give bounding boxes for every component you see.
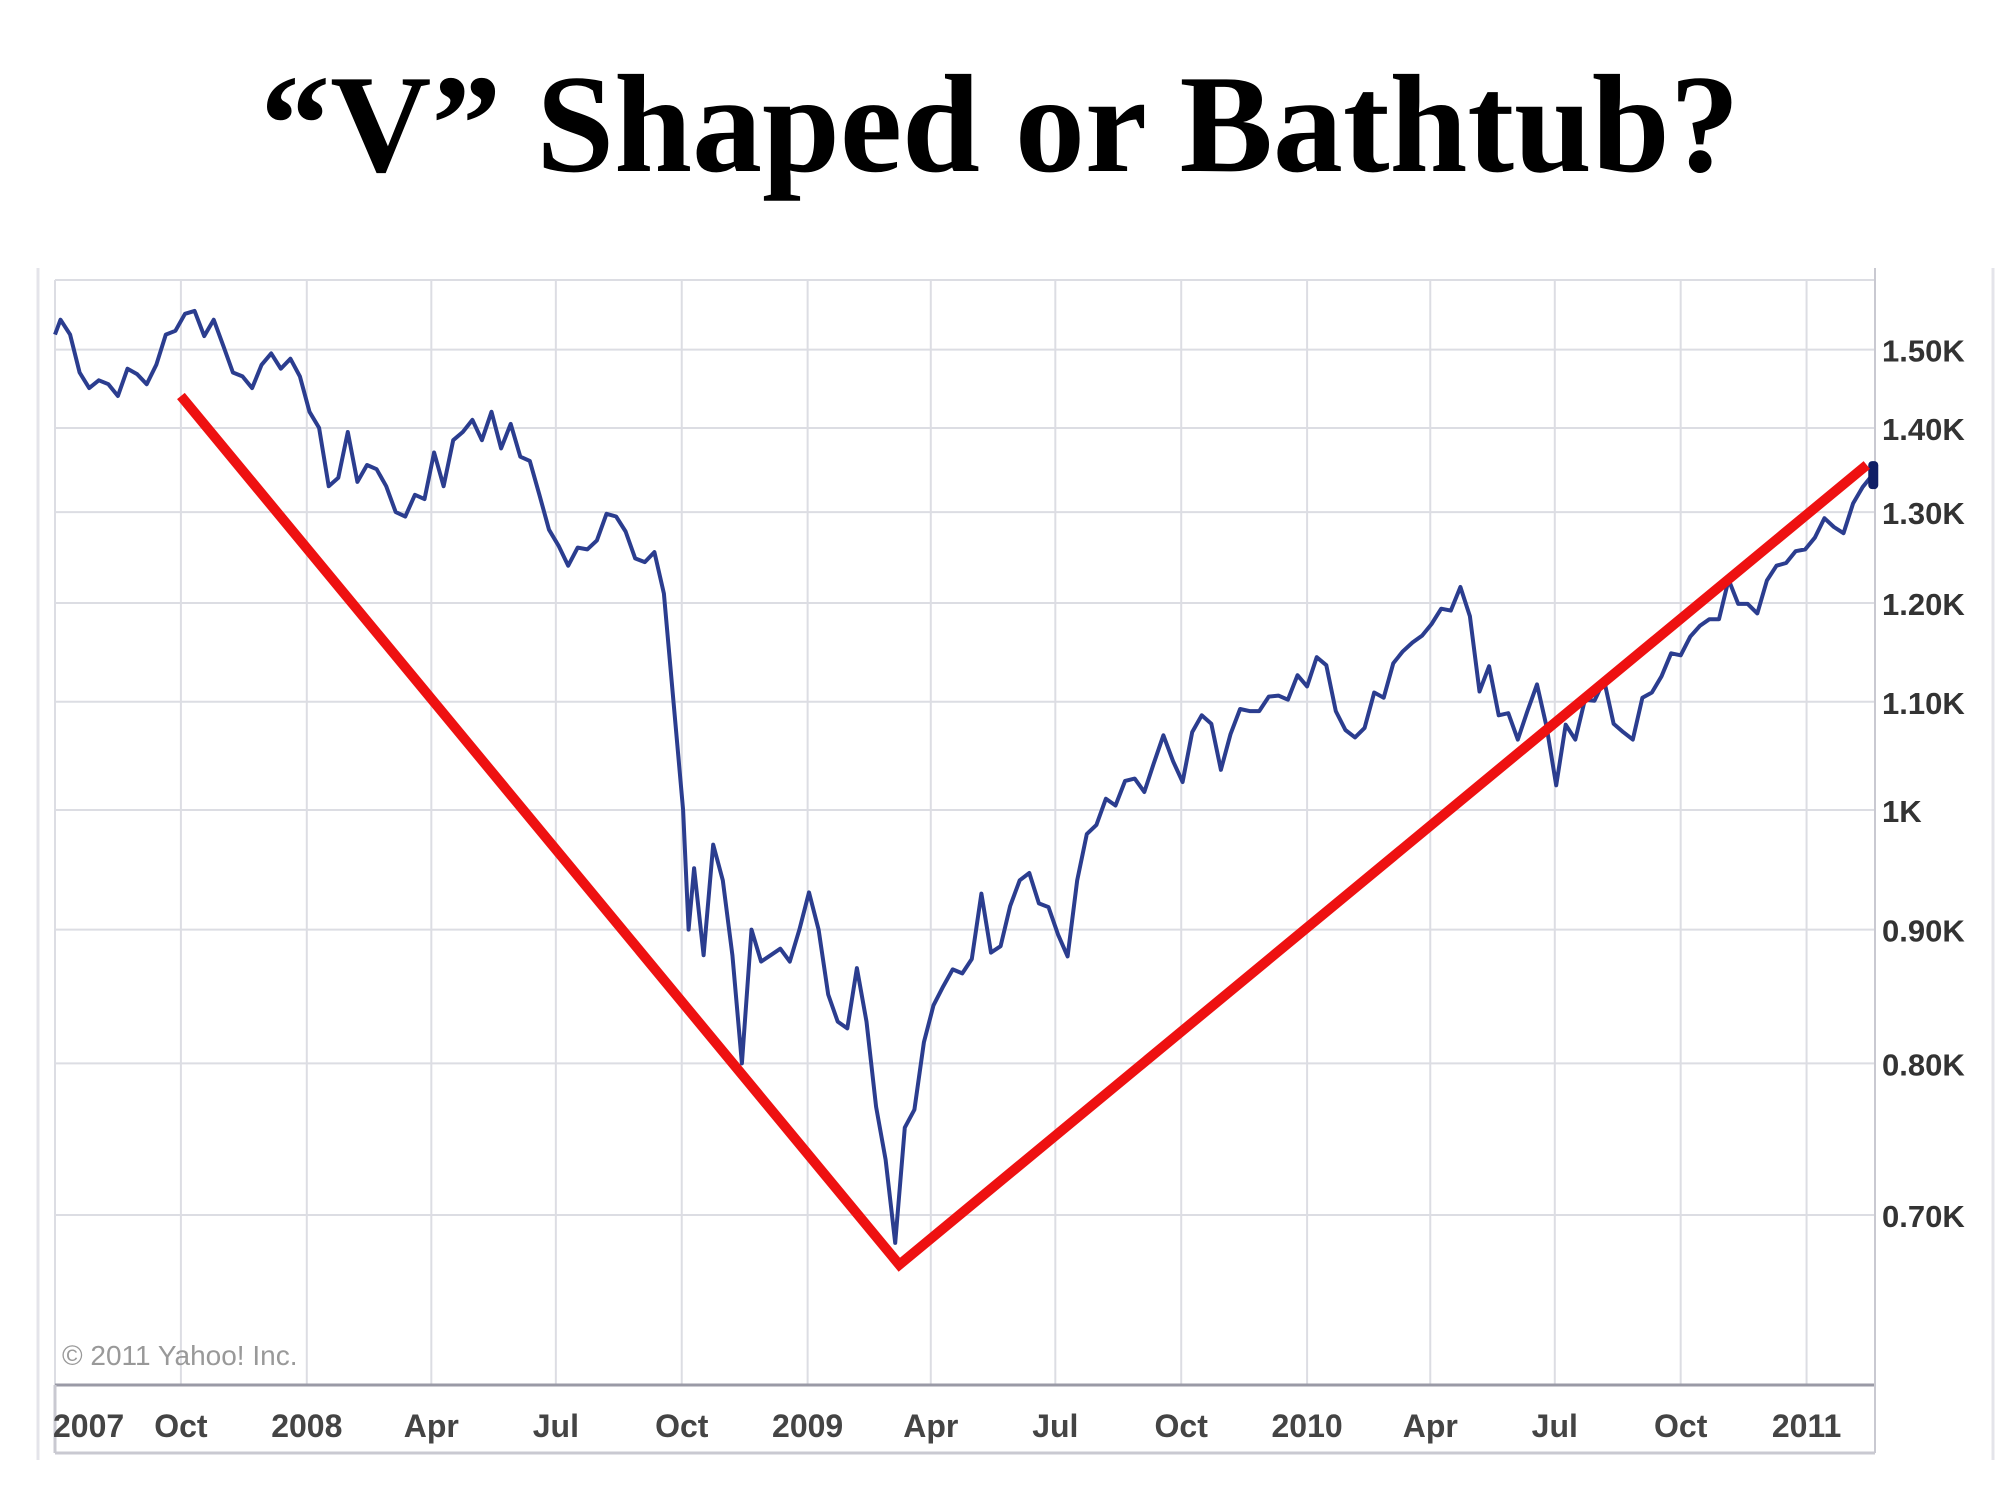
plot-frame <box>36 268 1995 1460</box>
slide-title: “V” Shaped or Bathtub? <box>260 47 1740 202</box>
v-shape-annotation <box>177 392 1870 1272</box>
grid-lines <box>54 279 1875 1385</box>
y-tick-label: 0.80K <box>1882 1047 1965 1082</box>
x-tick-label: Oct <box>1654 1408 1708 1444</box>
x-axis-ticks: 2007 Oct 2008 Apr Jul Oct 2009 Apr Jul Oct 2010 Apr… <box>53 1408 1841 1444</box>
x-tick-label: 2009 <box>772 1408 843 1444</box>
x-tick-label: Apr <box>1403 1408 1458 1444</box>
x-tick-label: Apr <box>404 1408 459 1444</box>
x-tick-label: Apr <box>903 1408 958 1444</box>
last-value-marker <box>1868 461 1879 490</box>
y-tick-label: 0.90K <box>1882 914 1965 949</box>
x-tick-label: Oct <box>154 1408 208 1444</box>
x-tick-label: 2010 <box>1272 1408 1343 1444</box>
x-tick-label: 2008 <box>271 1408 342 1444</box>
y-tick-label: 1.10K <box>1882 686 1965 721</box>
x-tick-label: Oct <box>655 1408 709 1444</box>
annotation-layer <box>177 392 1870 1272</box>
y-tick-label: 0.70K <box>1882 1199 1965 1234</box>
y-tick-label: 1K <box>1882 794 1922 829</box>
y-tick-label: 1.50K <box>1882 334 1965 369</box>
x-tick-label: Jul <box>1032 1408 1078 1444</box>
price-series-line <box>53 308 1874 1245</box>
x-tick-label: Jul <box>533 1408 579 1444</box>
y-tick-label: 1.20K <box>1882 587 1965 622</box>
x-tick-label: 2011 <box>1772 1408 1841 1444</box>
y-axis-ticks: 1.50K 1.40K 1.30K 1.20K 1.10K 1K 0.90K 0.80K 0.7… <box>1882 334 1965 1234</box>
x-tick-label: Jul <box>1532 1408 1578 1444</box>
y-tick-label: 1.30K <box>1882 496 1965 531</box>
copyright-credit: © 2011 Yahoo! Inc. <box>62 1340 297 1371</box>
y-tick-label: 1.40K <box>1882 412 1965 447</box>
x-tick-label: Oct <box>1155 1408 1209 1444</box>
series-layer <box>53 308 1879 1245</box>
x-tick-label: 2007 <box>53 1408 124 1444</box>
